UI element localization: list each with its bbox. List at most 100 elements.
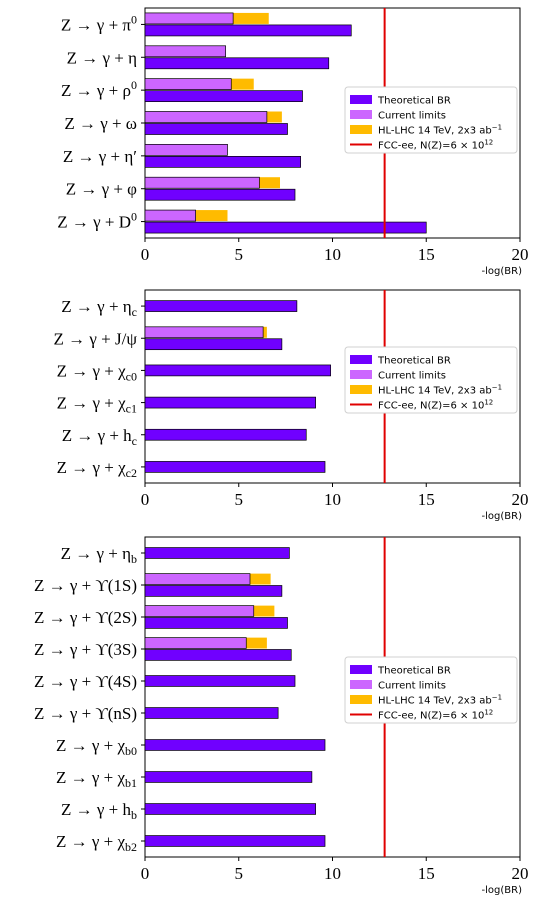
legend-current-limits-swatch: [350, 680, 372, 689]
category-label: Z → γ + χb2: [56, 832, 137, 854]
legend-current-limits-label: Current limits: [378, 681, 446, 692]
category-label: Z → γ + ϒ(1S): [34, 576, 137, 595]
category-label: Z → γ + χc2: [57, 458, 137, 480]
x-tick-label: 5: [235, 245, 244, 264]
legend-hllhc-label: HL-LHC 14 TeV, 2x3 ab−1: [378, 694, 502, 707]
current-limit-bar: [144, 45, 226, 58]
current-limit-bar: [144, 605, 255, 617]
theoretical-bar: [144, 585, 283, 597]
theoretical-bar: [144, 461, 326, 473]
theoretical-bar: [144, 835, 326, 847]
category-label: Z → γ + ϒ(3S): [34, 640, 137, 659]
theoretical-bar: [144, 396, 316, 409]
legend-hllhc-swatch: [350, 695, 372, 704]
legend: Theoretical BR Current limits HL-LHC 14 Te…: [344, 656, 518, 724]
x-tick-label: 0: [141, 245, 150, 264]
category-label: Z → γ + π0: [61, 12, 137, 34]
category-label: Z → γ + χc0: [57, 361, 137, 383]
category-label: Z → γ + η: [67, 48, 137, 67]
category-label: Z → γ + χb0: [56, 736, 137, 758]
x-axis-label: -log(BR): [482, 885, 523, 896]
current-limit-bar: [144, 637, 247, 649]
x-tick-label: 20: [512, 245, 529, 264]
theoretical-bar: [144, 221, 427, 234]
x-tick-label: 10: [324, 864, 341, 883]
current-limit-bar: [144, 144, 228, 156]
legend-hllhc-swatch: [350, 385, 372, 394]
x-tick-label: 15: [418, 245, 435, 264]
current-limit-bar: [144, 12, 234, 25]
legend: Theoretical BR Current limits HL-LHC 14 Te…: [344, 86, 518, 154]
category-label: Z → γ + hc: [62, 426, 137, 448]
legend-theoretical-label: Theoretical BR: [377, 356, 451, 367]
chart-panel-1: Z → γ + π0 Z → γ + η Z → γ + ρ0 Z → γ + ω Z …: [57, 7, 529, 277]
current-limit-bar: [144, 209, 196, 222]
category-label: Z → γ + χc1: [57, 394, 137, 416]
category-label: Z → γ + ϒ(nS): [34, 704, 137, 723]
x-tick-label: 10: [324, 490, 341, 509]
theoretical-bar: [144, 739, 326, 751]
legend-hllhc-label: HL-LHC 14 TeV, 2x3 ab−1: [378, 124, 502, 137]
legend-current-limits-label: Current limits: [378, 111, 446, 122]
theoretical-bar: [144, 617, 288, 629]
category-label: Z → γ + J/ψ: [54, 329, 138, 348]
theoretical-bar: [144, 428, 307, 441]
legend: Theoretical BR Current limits HL-LHC 14 Te…: [344, 346, 518, 414]
x-tick-label: 5: [235, 490, 244, 509]
theoretical-bar: [144, 24, 352, 37]
legend-fcc-label: FCC-ee, N(Z)=6 × 1012: [378, 709, 493, 722]
category-label: Z → γ + ηb: [61, 544, 137, 566]
x-tick-label: 5: [235, 864, 244, 883]
x-axis-label: -log(BR): [482, 511, 523, 522]
current-limit-bar: [144, 111, 268, 123]
current-limit-bar: [144, 573, 251, 585]
legend-box: [344, 656, 518, 724]
x-tick-label: 10: [324, 245, 341, 264]
theoretical-bar: [144, 57, 330, 70]
theoretical-bar: [144, 156, 301, 168]
theoretical-bar: [144, 649, 292, 661]
category-label: Z → γ + ϒ(4S): [34, 672, 137, 691]
theoretical-bar: [144, 338, 283, 351]
theoretical-bar: [144, 547, 290, 559]
category-label: Z → γ + φ: [66, 180, 137, 199]
current-limit-bar: [144, 326, 264, 339]
current-limit-bar: [144, 78, 232, 90]
category-label: Z → γ + ω: [64, 114, 137, 133]
legend-theoretical-label: Theoretical BR: [377, 666, 451, 677]
legend-theoretical-swatch: [350, 355, 372, 364]
legend-fcc-label: FCC-ee, N(Z)=6 × 1012: [378, 399, 493, 412]
category-label: Z → γ + η′: [63, 147, 137, 166]
theoretical-bar: [144, 300, 298, 312]
legend-fcc-label: FCC-ee, N(Z)=6 × 1012: [378, 139, 493, 152]
category-label: Z → γ + χb1: [56, 768, 137, 790]
theoretical-bar: [144, 675, 296, 687]
category-label: Z → γ + D0: [57, 210, 137, 232]
x-tick-label: 20: [512, 864, 529, 883]
legend-hllhc-label: HL-LHC 14 TeV, 2x3 ab−1: [378, 384, 502, 397]
chart-panel-2: Z → γ + ηc Z → γ + J/ψ Z → γ + χc0 Z → γ + …: [54, 289, 529, 522]
category-label: Z → γ + hb: [61, 800, 137, 822]
x-tick-label: 0: [141, 490, 150, 509]
theoretical-bar: [144, 90, 303, 102]
legend-current-limits-swatch: [350, 370, 372, 379]
category-label: Z → γ + ϒ(2S): [34, 608, 137, 627]
theoretical-bar: [144, 188, 296, 201]
category-label: Z → γ + ηc: [61, 297, 137, 319]
theoretical-bar: [144, 123, 288, 135]
legend-current-limits-label: Current limits: [378, 371, 446, 382]
x-tick-label: 20: [512, 490, 529, 509]
legend-theoretical-swatch: [350, 95, 372, 104]
legend-box: [344, 86, 518, 154]
x-axis-label: -log(BR): [482, 266, 523, 277]
theoretical-bar: [144, 771, 313, 783]
legend-box: [344, 346, 518, 414]
theoretical-bar: [144, 803, 316, 815]
legend-current-limits-swatch: [350, 110, 372, 119]
x-tick-label: 0: [141, 864, 150, 883]
x-tick-label: 15: [418, 490, 435, 509]
theoretical-bar: [144, 364, 331, 377]
legend-hllhc-swatch: [350, 125, 372, 134]
legend-theoretical-label: Theoretical BR: [377, 96, 451, 107]
